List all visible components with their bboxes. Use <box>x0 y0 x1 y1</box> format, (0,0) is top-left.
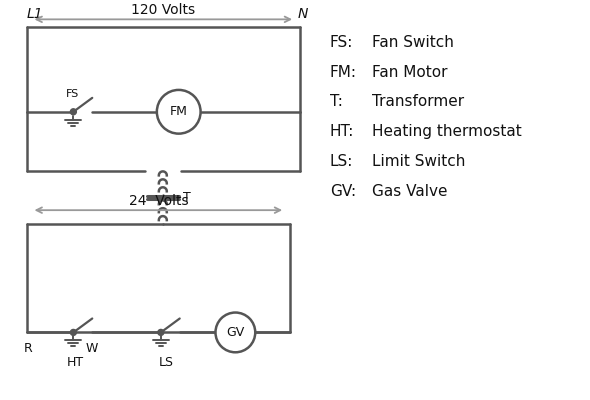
Text: LS: LS <box>158 356 173 369</box>
Text: GV: GV <box>226 326 244 339</box>
Text: Fan Switch: Fan Switch <box>372 35 453 50</box>
Text: 24  Volts: 24 Volts <box>129 194 188 208</box>
Text: FS:: FS: <box>330 35 353 50</box>
Text: GV:: GV: <box>330 184 356 199</box>
Text: W: W <box>86 342 99 355</box>
Text: Transformer: Transformer <box>372 94 464 109</box>
Text: HT:: HT: <box>330 124 354 139</box>
Text: HT: HT <box>67 356 84 369</box>
Text: 120 Volts: 120 Volts <box>131 3 195 17</box>
Circle shape <box>157 90 201 134</box>
Text: T: T <box>183 191 191 204</box>
Text: FM:: FM: <box>330 64 357 80</box>
Text: LS:: LS: <box>330 154 353 169</box>
Circle shape <box>158 330 164 335</box>
Text: Gas Valve: Gas Valve <box>372 184 447 199</box>
Text: L1: L1 <box>27 8 43 22</box>
Text: Fan Motor: Fan Motor <box>372 64 447 80</box>
Text: FS: FS <box>65 89 79 99</box>
Text: R: R <box>23 342 32 355</box>
Circle shape <box>70 109 76 115</box>
Text: FM: FM <box>170 105 188 118</box>
Text: N: N <box>298 8 309 22</box>
Circle shape <box>215 312 255 352</box>
Circle shape <box>70 330 76 335</box>
Text: Limit Switch: Limit Switch <box>372 154 465 169</box>
Text: T:: T: <box>330 94 343 109</box>
Text: Heating thermostat: Heating thermostat <box>372 124 522 139</box>
